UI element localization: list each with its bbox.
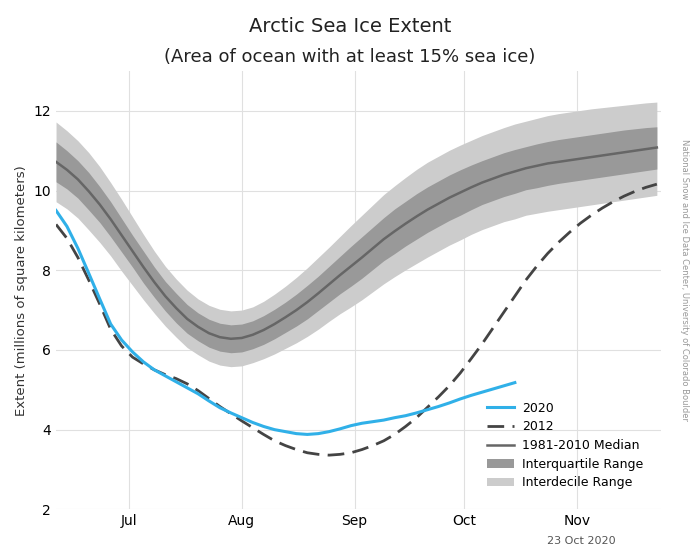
Y-axis label: Extent (millions of square kilometers): Extent (millions of square kilometers) <box>15 165 28 416</box>
Text: National Snow and Ice Data Center, University of Colorado Boulder: National Snow and Ice Data Center, Unive… <box>680 139 690 421</box>
Legend: 2020, 2012, 1981-2010 Median, Interquartile Range, Interdecile Range: 2020, 2012, 1981-2010 Median, Interquart… <box>482 397 648 494</box>
Text: Arctic Sea Ice Extent: Arctic Sea Ice Extent <box>248 17 452 36</box>
Text: 23 Oct 2020: 23 Oct 2020 <box>547 536 616 546</box>
Text: (Area of ocean with at least 15% sea ice): (Area of ocean with at least 15% sea ice… <box>164 48 536 66</box>
